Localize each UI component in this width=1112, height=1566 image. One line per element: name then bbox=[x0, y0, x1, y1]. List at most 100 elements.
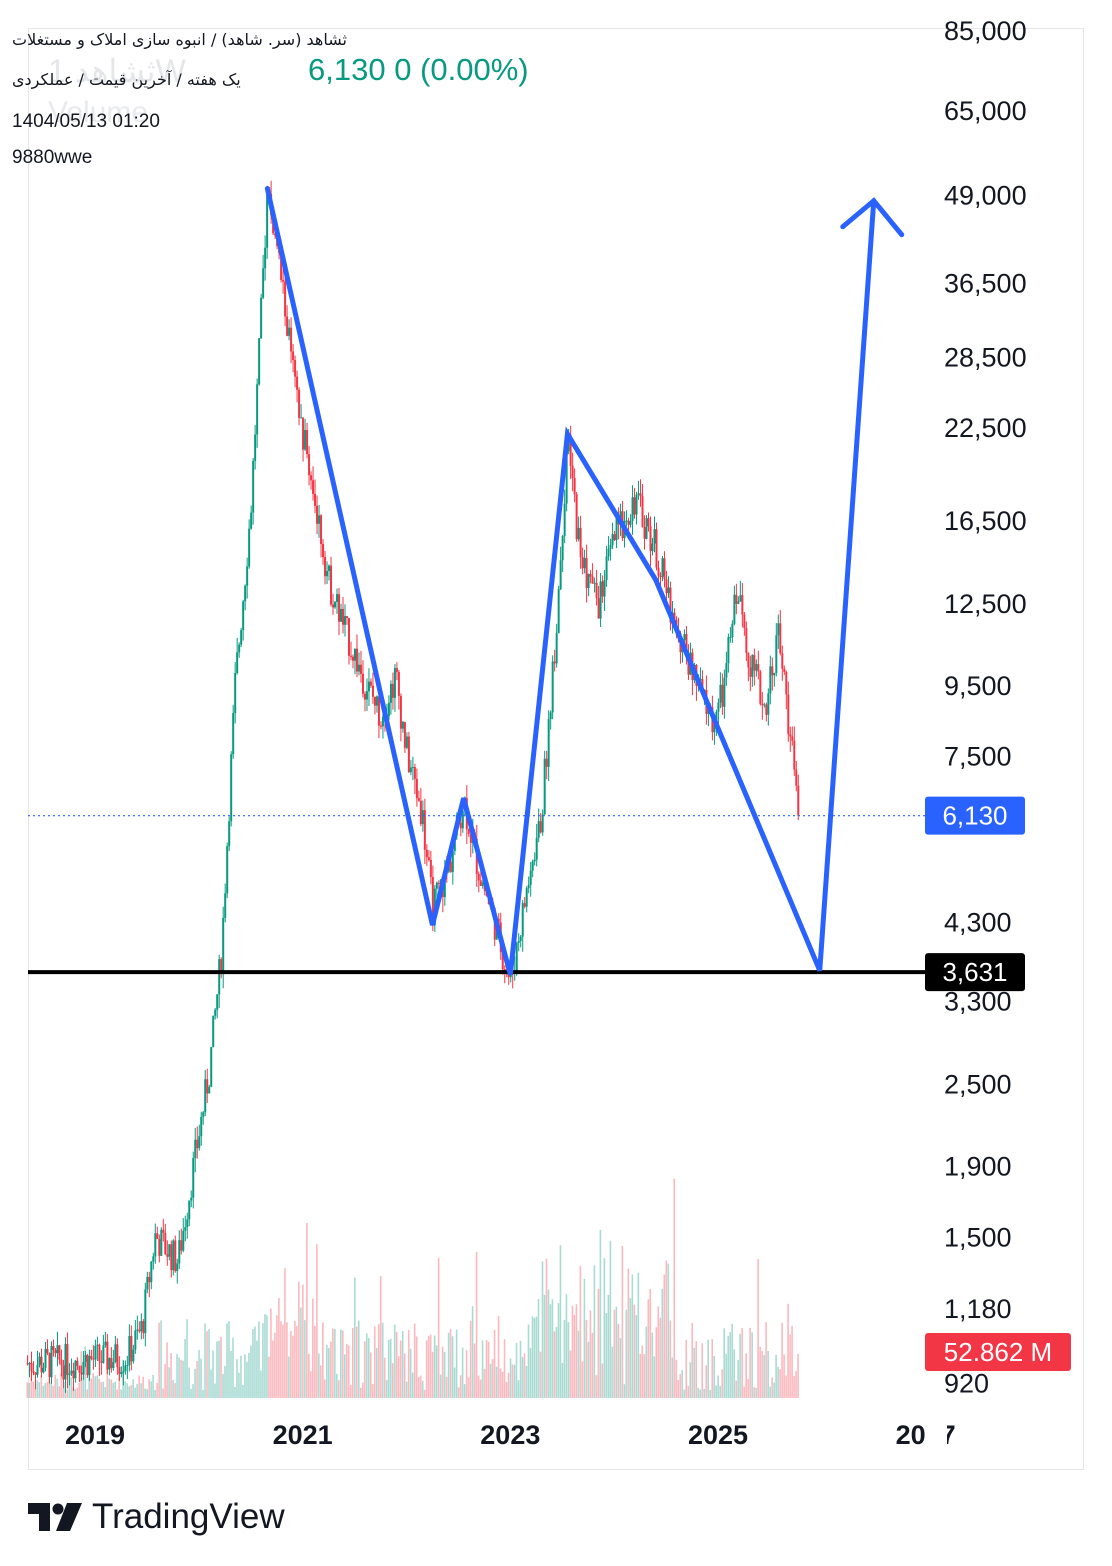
volume-bar bbox=[206, 1331, 208, 1398]
volume-bar bbox=[56, 1378, 59, 1398]
volume-bar bbox=[523, 1353, 526, 1398]
candle bbox=[745, 621, 748, 661]
volume-bar bbox=[385, 1379, 388, 1398]
candle bbox=[258, 338, 261, 386]
candles bbox=[26, 180, 800, 1393]
candle bbox=[176, 1258, 179, 1284]
zigzag-pattern-line[interactable] bbox=[264, 186, 877, 976]
candle bbox=[154, 1223, 157, 1264]
candle bbox=[549, 710, 552, 730]
volume-bar bbox=[585, 1320, 588, 1398]
volume-bar bbox=[739, 1333, 741, 1398]
volume-bar bbox=[186, 1319, 188, 1398]
volume-bar bbox=[397, 1356, 400, 1398]
volume-bar bbox=[264, 1314, 266, 1398]
volume-bar bbox=[76, 1387, 79, 1398]
candle bbox=[581, 547, 584, 575]
volume-bar bbox=[242, 1385, 244, 1398]
candle bbox=[767, 688, 770, 726]
candle bbox=[44, 1341, 47, 1372]
volume-bar bbox=[324, 1379, 326, 1398]
volume-bar bbox=[90, 1378, 93, 1398]
volume-bar bbox=[68, 1374, 71, 1398]
candle bbox=[40, 1348, 43, 1378]
candle bbox=[637, 480, 640, 500]
candle bbox=[631, 485, 634, 535]
volume-bar bbox=[679, 1374, 682, 1398]
pattern-drawing[interactable] bbox=[264, 186, 905, 976]
volume-badge: 52.862 M bbox=[925, 1333, 1071, 1371]
volume-bar bbox=[503, 1339, 506, 1398]
volume-bar bbox=[783, 1354, 785, 1398]
candle bbox=[82, 1350, 85, 1380]
volume-bar bbox=[336, 1373, 338, 1398]
candle bbox=[609, 538, 612, 561]
candle bbox=[170, 1240, 173, 1278]
price-axis[interactable]: 85,000 65,000 49,000 36,500 28,500 22,500 16,5… bbox=[944, 16, 1027, 1398]
volume-bar bbox=[212, 1350, 214, 1398]
volume-bar bbox=[86, 1389, 89, 1398]
volume-bar bbox=[763, 1354, 765, 1398]
svg-text:6,130: 6,130 bbox=[942, 801, 1007, 831]
volume-bar bbox=[230, 1350, 232, 1398]
volume-bar bbox=[737, 1359, 739, 1398]
price-change: 6,130 0 (0.00%) bbox=[308, 52, 529, 87]
volume-bar bbox=[441, 1346, 444, 1398]
candle bbox=[86, 1353, 89, 1378]
candle bbox=[737, 596, 740, 605]
candle bbox=[184, 1215, 187, 1242]
volume-bar bbox=[290, 1330, 292, 1398]
volume-bar bbox=[128, 1386, 130, 1398]
volume-bar bbox=[70, 1377, 73, 1398]
volume-bar bbox=[274, 1332, 276, 1398]
volume-bar bbox=[250, 1345, 252, 1398]
candle bbox=[535, 824, 538, 867]
candle bbox=[172, 1239, 175, 1276]
volume-bar bbox=[365, 1333, 368, 1398]
time-axis[interactable]: 20192021202320252027 bbox=[65, 1418, 956, 1452]
volume-bar bbox=[575, 1304, 578, 1398]
volume-bar bbox=[371, 1384, 374, 1398]
volume-bar bbox=[146, 1389, 148, 1398]
volume-bar bbox=[130, 1385, 132, 1398]
candle bbox=[411, 756, 414, 781]
chart-frame bbox=[28, 28, 1084, 1470]
volume-bar bbox=[711, 1339, 714, 1398]
candle bbox=[168, 1244, 171, 1261]
volume-bar bbox=[633, 1304, 636, 1398]
candle bbox=[649, 516, 652, 567]
candle bbox=[741, 582, 744, 628]
candle bbox=[254, 424, 257, 470]
volume-bar bbox=[240, 1355, 242, 1398]
candle bbox=[739, 580, 742, 602]
candle bbox=[559, 546, 562, 591]
volume-bar bbox=[330, 1341, 332, 1398]
candle bbox=[781, 645, 784, 681]
volume-bar bbox=[94, 1376, 96, 1398]
volume-bar bbox=[44, 1382, 47, 1398]
candle bbox=[763, 702, 766, 708]
volume-bar bbox=[134, 1387, 136, 1398]
volume-bar bbox=[302, 1284, 304, 1398]
volume-bar bbox=[218, 1340, 220, 1398]
volume-bar bbox=[82, 1377, 85, 1398]
volume-bar bbox=[557, 1302, 560, 1398]
last-price-badge: 6,130 bbox=[925, 796, 1025, 835]
volume-bar bbox=[260, 1370, 262, 1398]
volume-bar bbox=[214, 1383, 216, 1398]
candle bbox=[282, 268, 285, 294]
volume-bar bbox=[377, 1324, 380, 1398]
volume-bar bbox=[126, 1383, 128, 1398]
candle bbox=[212, 1015, 215, 1048]
volume-bar bbox=[607, 1294, 610, 1398]
volume-bar bbox=[300, 1307, 302, 1398]
candle bbox=[723, 669, 726, 719]
volume-bar bbox=[391, 1363, 394, 1398]
candle bbox=[359, 650, 362, 683]
volume-bar bbox=[40, 1376, 43, 1398]
tradingview-brand[interactable]: TradingView bbox=[28, 1497, 285, 1537]
candle bbox=[290, 317, 293, 364]
year-tick-label: 2025 bbox=[688, 1420, 748, 1450]
candle bbox=[783, 665, 786, 675]
